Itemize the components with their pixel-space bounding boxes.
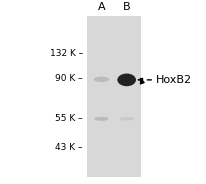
Text: 90 K –: 90 K – [55,75,82,84]
Text: 43 K –: 43 K – [55,143,82,152]
Text: 132 K –: 132 K – [49,49,82,58]
Ellipse shape [94,117,108,121]
Ellipse shape [119,117,133,121]
Bar [87,16,140,177]
Text: B: B [122,2,129,12]
Ellipse shape [93,77,109,82]
Ellipse shape [117,74,135,86]
Text: HoxB2: HoxB2 [156,75,192,85]
Text: 55 K –: 55 K – [55,114,82,123]
Text: A: A [97,2,105,12]
